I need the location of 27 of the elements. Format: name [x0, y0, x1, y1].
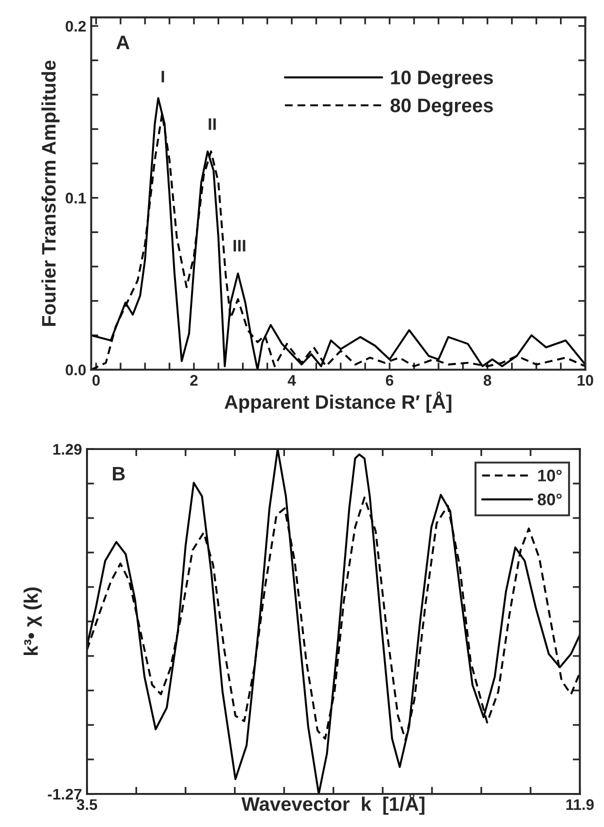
- y-tick-label: -1.27: [48, 788, 82, 800]
- y-axis-title: Fourier Transform Amplitude: [41, 60, 60, 326]
- x-tick-label: 10: [578, 374, 594, 386]
- legend-label: 80 Degrees: [390, 98, 493, 116]
- x-tick-label: 3.5: [76, 799, 98, 810]
- annotation: III: [234, 240, 246, 252]
- x-axis-title: Wavevector k [1/Å]: [241, 794, 424, 815]
- y-tick-label: 0.1: [66, 192, 86, 204]
- annotation: A: [116, 36, 130, 50]
- annotation: B: [112, 467, 125, 480]
- x-tick-label: 6: [386, 374, 394, 386]
- x-tick-label: 11.9: [566, 799, 594, 810]
- annotation: II: [208, 118, 216, 130]
- legend-label: 10°: [538, 470, 562, 482]
- legend-label: 10 Degrees: [391, 70, 493, 88]
- x-axis-title: Apparent Distance R′ [Å]: [224, 392, 452, 413]
- x-tick-label: 0: [92, 374, 100, 386]
- y-tick-label: 0.2: [66, 20, 86, 32]
- x-tick-label: 4: [288, 375, 296, 386]
- y-tick-label: 1.29: [53, 444, 82, 455]
- legend-label: 80°: [538, 494, 562, 506]
- y-axis-title: k³• χ (k): [24, 588, 42, 656]
- y-tick-label: 0.0: [66, 364, 86, 376]
- annotation: I: [162, 70, 164, 82]
- line-series: [86, 449, 580, 794]
- x-tick-label: 8: [484, 374, 492, 386]
- x-tick-label: 2: [190, 374, 198, 386]
